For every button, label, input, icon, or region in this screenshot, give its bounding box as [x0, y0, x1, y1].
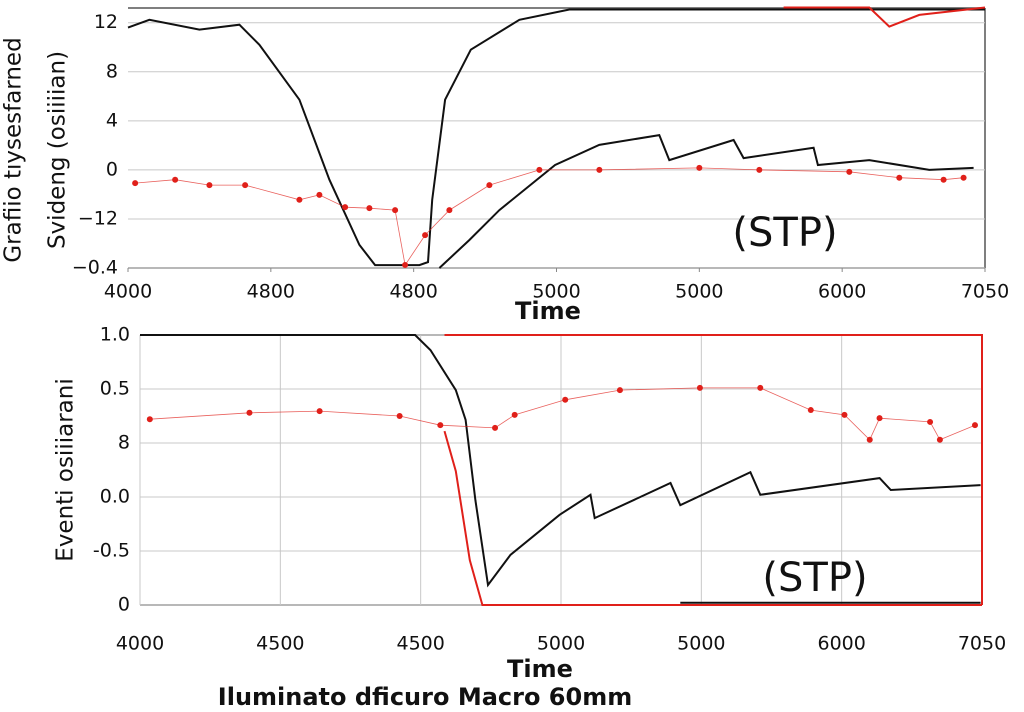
x-axis-title: Time — [515, 297, 581, 325]
y-tick-label: 0 — [118, 594, 130, 616]
series-line — [783, 6, 986, 28]
series-line — [140, 334, 981, 588]
data-point — [971, 422, 978, 429]
series-line — [443, 430, 982, 606]
data-point — [486, 182, 493, 189]
data-point — [896, 174, 903, 181]
x-tick-label: 7050 — [958, 633, 1006, 655]
data-point — [696, 384, 703, 391]
x-tick-label: 6000 — [817, 633, 865, 655]
data-point — [392, 207, 399, 214]
x-tick-label: 4800 — [247, 281, 295, 303]
x-tick-label: 6000 — [818, 281, 866, 303]
y-tick-label: 8 — [106, 60, 118, 82]
data-point — [960, 174, 967, 181]
data-point — [316, 191, 323, 198]
y-tick-label: 4 — [106, 109, 118, 131]
data-point — [940, 176, 947, 183]
data-point — [206, 182, 213, 189]
data-point — [536, 166, 543, 173]
data-point — [246, 409, 253, 416]
x-tick-label: 5000 — [532, 281, 580, 303]
y-tick-label: -0.5 — [93, 540, 130, 562]
data-point — [511, 411, 518, 418]
x-tick-label: 4500 — [256, 633, 304, 655]
y-tick-label: −0.4 — [72, 257, 118, 279]
y-tick-label: 0.0 — [100, 486, 130, 508]
data-point — [936, 436, 943, 443]
data-point — [146, 416, 153, 423]
x-tick-label: 4000 — [116, 633, 164, 655]
data-point — [756, 166, 763, 173]
x-tick-label: 5000 — [677, 633, 725, 655]
data-point — [757, 384, 764, 391]
caption: Iluminato dficuro Macro 60mm — [218, 683, 632, 711]
data-point — [446, 207, 453, 214]
y-tick-label: 1.0 — [100, 324, 130, 346]
y-tick-label: 12 — [94, 11, 118, 33]
data-point — [616, 387, 623, 394]
y-axis-title: Grafiio tıysesfarned — [1, 37, 27, 262]
y-tick-label: −12 — [78, 207, 118, 229]
data-point — [866, 436, 873, 443]
data-point — [841, 411, 848, 418]
data-point — [422, 232, 429, 239]
data-point — [296, 196, 303, 203]
data-point — [596, 166, 603, 173]
annotation: (STP) — [732, 210, 837, 256]
data-point — [396, 413, 403, 419]
data-point — [242, 182, 249, 189]
data-point — [342, 204, 349, 211]
series-line — [149, 387, 976, 441]
series-line — [135, 167, 964, 267]
data-point — [172, 176, 179, 183]
data-point — [807, 407, 814, 414]
y-tick-label: 8 — [118, 432, 130, 454]
x-axis-title: Time — [507, 655, 573, 683]
data-point — [437, 422, 444, 429]
data-point — [696, 164, 703, 171]
data-point — [846, 168, 853, 175]
annotation: (STP) — [762, 555, 867, 601]
data-point — [876, 415, 883, 422]
series-line — [127, 8, 985, 267]
data-point — [316, 408, 323, 415]
x-tick-label: 5000 — [537, 633, 585, 655]
data-point — [366, 205, 373, 212]
data-point — [927, 418, 934, 425]
series-line — [438, 133, 974, 269]
y-axis-title: Svideng (osiiiian) — [45, 51, 71, 249]
x-tick-label: 5000 — [675, 281, 723, 303]
data-point — [492, 424, 499, 431]
data-point — [132, 180, 139, 187]
x-tick-label: 4000 — [104, 281, 152, 303]
data-point — [402, 262, 409, 269]
y-axis-title: Eventi osiiiarani — [53, 378, 79, 561]
y-tick-label: 0.5 — [100, 378, 130, 400]
series-line — [444, 334, 983, 605]
x-tick-label: 4800 — [389, 281, 437, 303]
x-tick-label: 7050 — [961, 281, 1009, 303]
y-tick-label: 0 — [106, 158, 118, 180]
x-tick-label: 4500 — [396, 633, 444, 655]
data-point — [562, 396, 569, 403]
